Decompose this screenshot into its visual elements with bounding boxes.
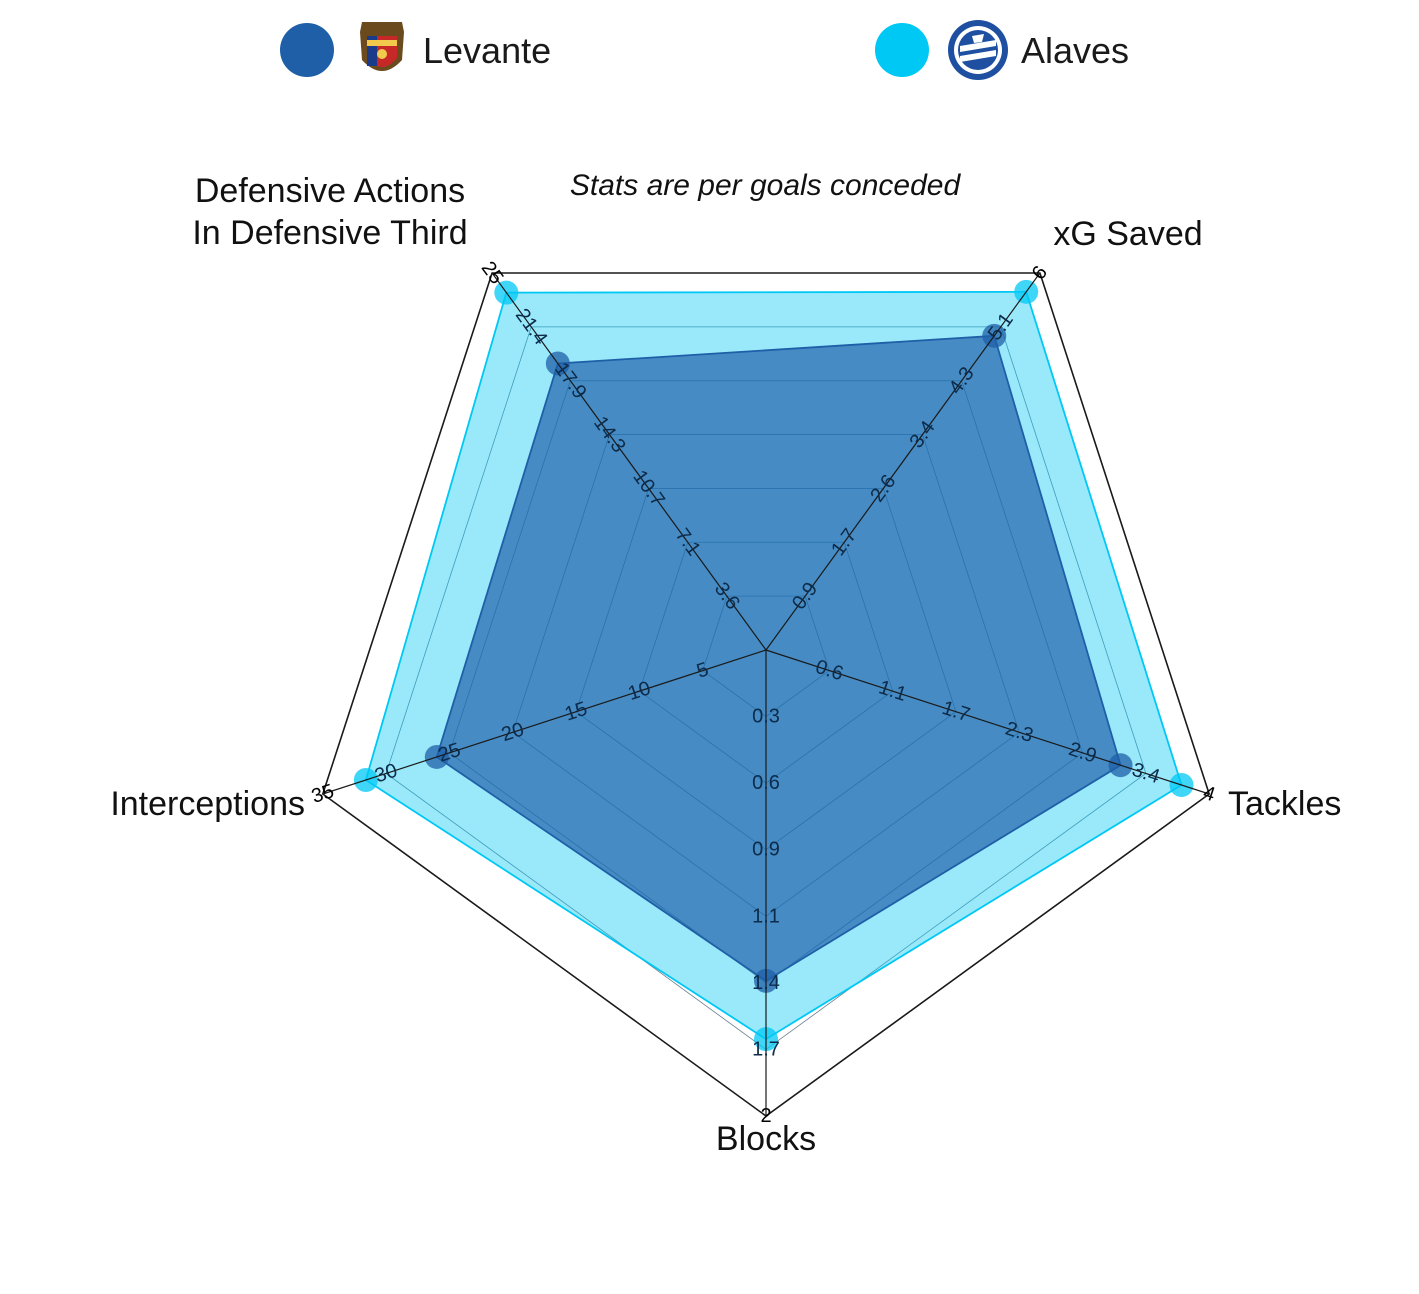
tick-label-blocks-5: 1.4 (752, 972, 780, 994)
legend-swatch-alaves (875, 23, 929, 77)
legend-label-alaves: Alaves (1021, 30, 1129, 71)
tick-label-blocks-1: 0.3 (752, 706, 780, 728)
axis-title-defensive-actions-in-defensive-third: Defensive Actions In Defensive Third (192, 172, 467, 252)
legend-label-levante: Levante (423, 30, 551, 71)
tick-label-tackles-7: 4 (1201, 782, 1218, 806)
axis-spoke-xg-saved (765, 272, 1041, 651)
axis-title-xg-saved: xG Saved (1053, 215, 1202, 253)
legend-swatch-levante (280, 23, 334, 77)
chart-subtitle: Stats are per goals conceded (570, 169, 962, 202)
tick-label-blocks-3: 0.9 (752, 839, 780, 861)
tick-label-interceptions-7: 35 (309, 780, 337, 808)
axis-title-tackles: Tackles (1228, 785, 1341, 823)
tick-label-xg-saved-7: 6 (1028, 262, 1052, 284)
radar-labels: 0.91.72.63.44.35.160.61.11.72.32.93.440.… (110, 172, 1341, 1158)
radar-series (353, 279, 1194, 1052)
grid-ring-7 (321, 272, 1211, 1117)
legend-item-levante: Levante (280, 22, 551, 77)
tick-label-blocks-2: 0.6 (752, 772, 780, 794)
series-area-levante (435, 334, 1122, 982)
axis-title-blocks: Blocks (716, 1120, 816, 1158)
alaves-crest-icon (948, 20, 1008, 80)
axis-spoke-interceptions (322, 649, 767, 795)
tick-label-blocks-4: 1.1 (752, 905, 780, 927)
levante-crest-icon (360, 22, 404, 71)
legend-item-alaves: Alaves (875, 20, 1129, 80)
axis-title-interceptions: Interceptions (110, 785, 305, 823)
tick-label-blocks-6: 1.7 (752, 1038, 780, 1060)
tick-label-blocks-7: 2 (760, 1105, 771, 1127)
radar-axes (322, 272, 1210, 1116)
legend: Levante Alaves (280, 20, 1129, 80)
axis-spoke-defensive-actions-in-defensive-third (491, 272, 767, 651)
grid-ring-6 (385, 326, 1147, 1050)
axis-spoke-tackles (765, 649, 1210, 795)
